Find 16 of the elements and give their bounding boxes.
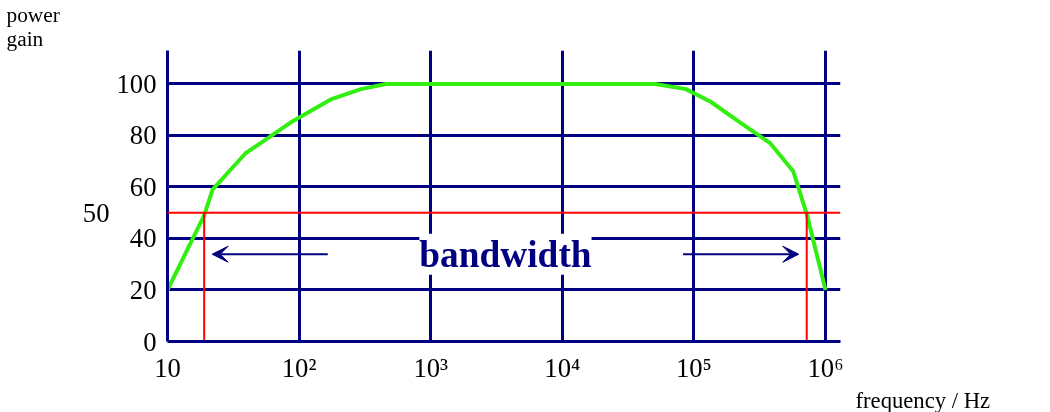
y-axis-title: power gain <box>6 2 60 51</box>
y-tick-label: 80 <box>129 120 157 151</box>
annotation: bandwidth <box>419 233 592 275</box>
y-tick-label: 20 <box>129 275 157 305</box>
y-tick-label: 0 <box>143 326 157 357</box>
x-tick-label: 10 <box>154 352 181 383</box>
x-tick-label: 10³ <box>413 352 449 383</box>
x-tick-label: 10⁶ <box>807 352 844 383</box>
ref-line-label: 50 <box>82 197 110 228</box>
x-tick-label: 10⁴ <box>544 352 581 383</box>
x-tick-label: 10⁵ <box>675 352 712 383</box>
y-tick-label: 40 <box>129 223 157 254</box>
y-tick-label: 60 <box>129 171 157 202</box>
y-tick-label: 100 <box>116 68 157 99</box>
x-axis-title: frequency / Hz <box>855 387 991 412</box>
x-tick-label: 10² <box>281 352 317 383</box>
